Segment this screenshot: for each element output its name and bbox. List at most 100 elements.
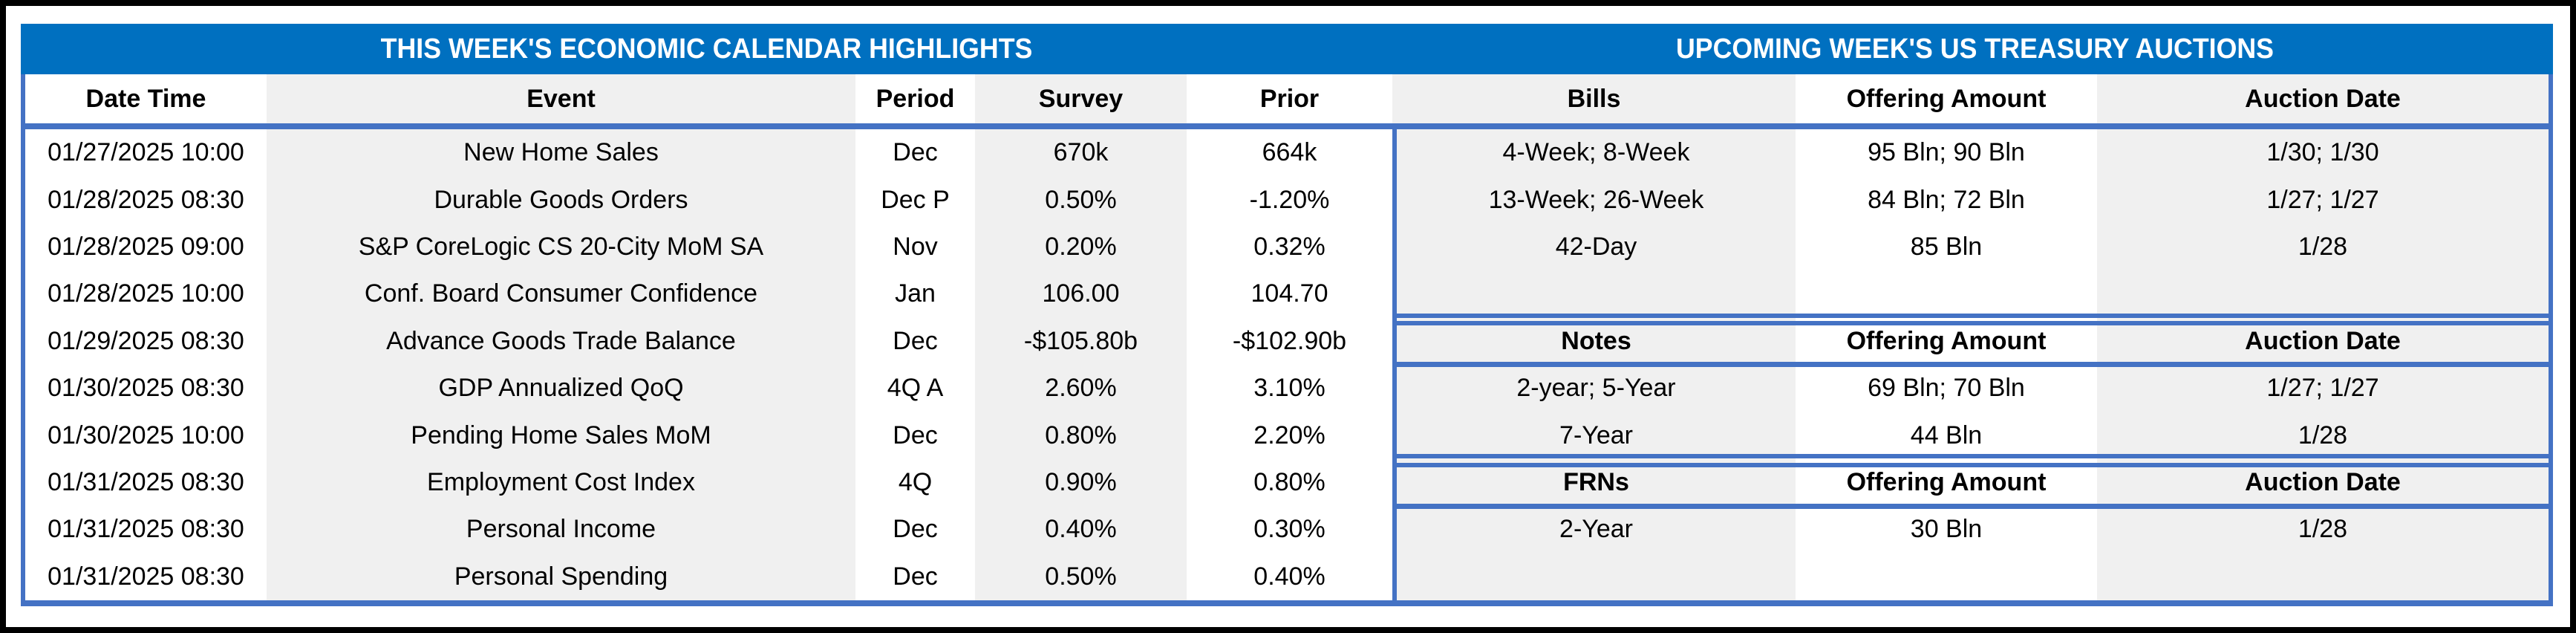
- frns-section-top-rule: [1392, 463, 2549, 467]
- table-cell: 30 Bln: [1796, 506, 2097, 554]
- table-cell: Conf. Board Consumer Confidence: [267, 270, 855, 318]
- table-cell: 2-year; 5-Year: [1397, 364, 1796, 412]
- table-cell: Nov: [855, 223, 975, 271]
- table-cell: 2.20%: [1187, 412, 1392, 459]
- table-cell: 1/28: [2097, 412, 2549, 459]
- column-header-offering-amount: Offering Amount: [1796, 317, 2097, 365]
- table-cell: 7-Year: [1397, 412, 1796, 459]
- table-cell: 42-Day: [1397, 223, 1796, 271]
- table-cell: 0.50%: [975, 553, 1187, 600]
- table-cell: 01/28/2025 10:00: [25, 270, 267, 318]
- table-cell: 44 Bln: [1796, 412, 2097, 459]
- table-cell: 01/31/2025 08:30: [25, 506, 267, 554]
- table-cell: Dec: [855, 506, 975, 554]
- title-bar: THIS WEEK'S ECONOMIC CALENDAR HIGHLIGHTS…: [21, 24, 2553, 74]
- table-cell: Durable Goods Orders: [267, 176, 855, 224]
- frns-section-top-rule: [1392, 454, 2549, 458]
- column-header-auction-date: Auction Date: [2097, 74, 2549, 123]
- table-cell: -$102.90b: [1187, 317, 1392, 365]
- table-cell: 0.80%: [1187, 458, 1392, 507]
- table-cell: 0.20%: [975, 223, 1187, 271]
- column-header-offering-amount: Offering Amount: [1796, 74, 2097, 123]
- table-cell: 13-Week; 26-Week: [1397, 176, 1796, 224]
- table-cell: 104.70: [1187, 270, 1392, 318]
- table-cell: 664k: [1187, 129, 1392, 177]
- column-header-auction-date: Auction Date: [2097, 317, 2549, 365]
- notes-section-top-rule: [1392, 314, 2549, 318]
- table-cell: 0.80%: [975, 412, 1187, 459]
- table-cell: Personal Spending: [267, 553, 855, 600]
- table-cell: 69 Bln; 70 Bln: [1796, 364, 2097, 412]
- auctions-header-row: Bills Offering Amount Auction Date: [1392, 74, 2549, 123]
- table-cell: 84 Bln; 72 Bln: [1796, 176, 2097, 224]
- table-cell: 01/29/2025 08:30: [25, 317, 267, 365]
- table-cell: 1/28: [2097, 506, 2549, 554]
- table-cell: 1/30; 1/30: [2097, 129, 2549, 177]
- table-cell: 1/27; 1/27: [2097, 364, 2549, 412]
- table-cell: 0.40%: [1187, 553, 1392, 600]
- table-cell-empty: [1796, 553, 2097, 600]
- table-cell: 01/30/2025 08:30: [25, 364, 267, 412]
- table-cell: 0.32%: [1187, 223, 1392, 271]
- table-cell: New Home Sales: [267, 129, 855, 177]
- table-cell: Dec: [855, 553, 975, 600]
- table-cell: 0.50%: [975, 176, 1187, 224]
- column-header-survey: Survey: [975, 74, 1187, 123]
- table-cell: Jan: [855, 270, 975, 318]
- notes-header-underline: [1392, 362, 2549, 367]
- table-cell: 1/28: [2097, 223, 2549, 271]
- table-cell: 3.10%: [1187, 364, 1392, 412]
- table-cell: GDP Annualized QoQ: [267, 364, 855, 412]
- table-cell: 01/28/2025 09:00: [25, 223, 267, 271]
- table-cell: Employment Cost Index: [267, 458, 855, 507]
- table-cell: 01/28/2025 08:30: [25, 176, 267, 224]
- table-cell: -$105.80b: [975, 317, 1187, 365]
- frns-header-underline: [1392, 504, 2549, 509]
- economic-calendar-table: 01/27/2025 10:00 New Home Sales Dec 670k…: [25, 129, 1392, 600]
- column-header-date-time: Date Time: [25, 74, 267, 123]
- column-header-event: Event: [267, 74, 855, 123]
- table-cell: 4Q A: [855, 364, 975, 412]
- table-right-border: [2549, 74, 2553, 606]
- table-cell: Dec: [855, 129, 975, 177]
- table-cell: S&P CoreLogic CS 20-City MoM SA: [267, 223, 855, 271]
- table-cell: Advance Goods Trade Balance: [267, 317, 855, 365]
- table-cell: 85 Bln: [1796, 223, 2097, 271]
- column-header-prior: Prior: [1187, 74, 1392, 123]
- table-cell: 01/31/2025 08:30: [25, 553, 267, 600]
- table-cell-empty: [1397, 270, 1796, 318]
- table-cell: 4-Week; 8-Week: [1397, 129, 1796, 177]
- table-cell: Dec P: [855, 176, 975, 224]
- table-cell-empty: [1796, 270, 2097, 318]
- table-cell: Personal Income: [267, 506, 855, 554]
- column-header-period: Period: [855, 74, 975, 123]
- table-cell: 106.00: [975, 270, 1187, 318]
- table-cell: 0.90%: [975, 458, 1187, 507]
- table-cell: Pending Home Sales MoM: [267, 412, 855, 459]
- table-cell: 2.60%: [975, 364, 1187, 412]
- table-bottom-border: [21, 600, 2553, 606]
- table-left-border: [21, 74, 25, 606]
- table-cell: 01/31/2025 08:30: [25, 458, 267, 507]
- table-cell-empty: [2097, 553, 2549, 600]
- header-underline: [21, 123, 2553, 129]
- table-cell: 0.40%: [975, 506, 1187, 554]
- table-cell: Dec: [855, 317, 975, 365]
- table-cell: 4Q: [855, 458, 975, 507]
- table-cell: Dec: [855, 412, 975, 459]
- table-cell: 670k: [975, 129, 1187, 177]
- table-cell: -1.20%: [1187, 176, 1392, 224]
- treasury-auctions-title: UPCOMING WEEK'S US TREASURY AUCTIONS: [1676, 33, 2274, 65]
- notes-section-top-rule: [1392, 321, 2549, 325]
- table-cell: 0.30%: [1187, 506, 1392, 554]
- table-cell: 01/30/2025 10:00: [25, 412, 267, 459]
- table-cell: 01/27/2025 10:00: [25, 129, 267, 177]
- column-header-notes: Notes: [1397, 317, 1796, 365]
- table-cell: 1/27; 1/27: [2097, 176, 2549, 224]
- column-header-bills: Bills: [1392, 74, 1796, 123]
- table-cell-empty: [2097, 270, 2549, 318]
- table-cell: 95 Bln; 90 Bln: [1796, 129, 2097, 177]
- table-cell-empty: [1397, 553, 1796, 600]
- table-cell: 2-Year: [1397, 506, 1796, 554]
